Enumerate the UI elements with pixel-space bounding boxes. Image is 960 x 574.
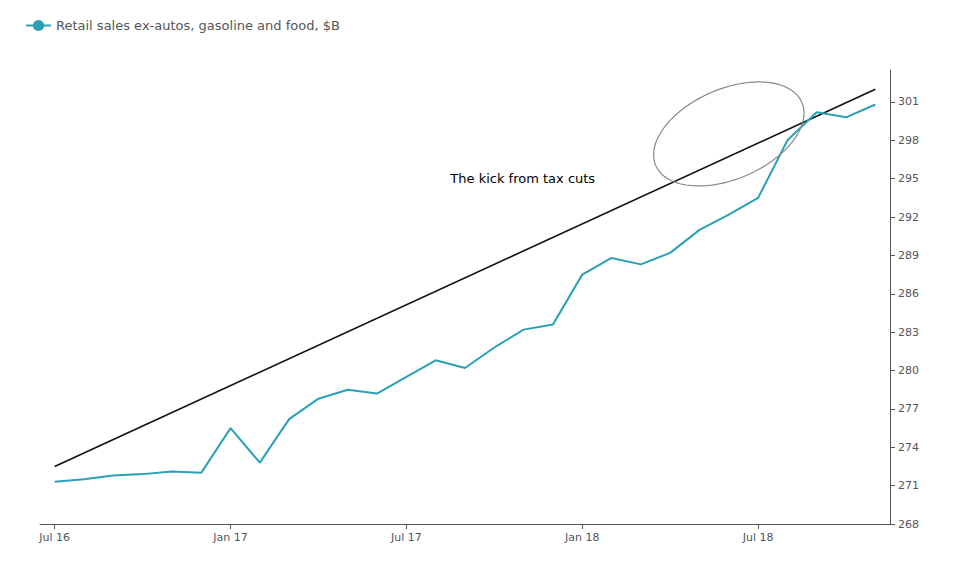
svg-text:Jul 18: Jul 18 xyxy=(742,531,774,544)
svg-text:283: 283 xyxy=(898,326,919,339)
svg-text:268: 268 xyxy=(898,518,919,531)
svg-text:295: 295 xyxy=(898,172,919,185)
svg-text:301: 301 xyxy=(898,95,919,108)
svg-text:Jul 17: Jul 17 xyxy=(390,531,422,544)
svg-text:298: 298 xyxy=(898,134,919,147)
svg-text:Jan 18: Jan 18 xyxy=(564,531,599,544)
svg-text:Jul 16: Jul 16 xyxy=(38,531,70,544)
svg-text:280: 280 xyxy=(898,364,919,377)
svg-text:274: 274 xyxy=(898,441,919,454)
svg-text:Jan 17: Jan 17 xyxy=(212,531,247,544)
svg-text:286: 286 xyxy=(898,287,919,300)
svg-text:277: 277 xyxy=(898,402,919,415)
svg-text:289: 289 xyxy=(898,249,919,262)
svg-text:Retail sales ex-autos, gasolin: Retail sales ex-autos, gasoline and food… xyxy=(56,18,340,33)
svg-text:271: 271 xyxy=(898,479,919,492)
svg-text:292: 292 xyxy=(898,211,919,224)
svg-text:The kick from tax cuts: The kick from tax cuts xyxy=(449,171,595,186)
